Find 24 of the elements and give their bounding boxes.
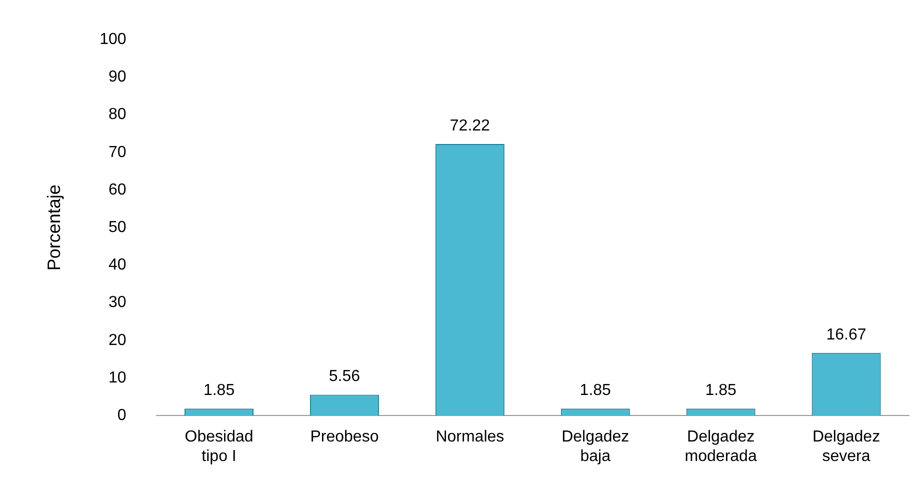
- x-tick-label: Normales: [436, 428, 504, 446]
- y-axis-title: Porcentaje: [44, 184, 64, 271]
- y-tick-label: 10: [108, 369, 126, 386]
- y-tick-label: 90: [108, 68, 126, 86]
- data-label: 5.56: [328, 368, 360, 386]
- y-tick-label: 100: [100, 31, 126, 48]
- y-tick-label: 50: [108, 219, 126, 236]
- x-tick-label: Delgadez severa: [812, 428, 880, 465]
- x-tick-label: Preobeso: [310, 428, 379, 446]
- x-tick-label: Delgadez moderada: [684, 428, 757, 465]
- y-tick-label: 40: [108, 256, 126, 274]
- data-label: 72.22: [450, 117, 490, 134]
- y-tick-label: 20: [108, 332, 126, 349]
- y-tick-label: 70: [108, 144, 126, 161]
- y-tick-label: 0: [117, 407, 126, 424]
- y-tick-label: 30: [108, 294, 126, 312]
- data-label: 1.85: [203, 382, 235, 400]
- y-tick-label: 60: [108, 181, 126, 198]
- data-label: 16.67: [826, 326, 866, 344]
- data-label: 1.85: [580, 382, 612, 400]
- x-tick-label: Delgadez baja: [562, 428, 630, 465]
- y-tick-label: 80: [108, 106, 126, 124]
- data-label: 1.85: [705, 382, 736, 400]
- x-tick-label: Obesidad tipo I: [184, 428, 254, 465]
